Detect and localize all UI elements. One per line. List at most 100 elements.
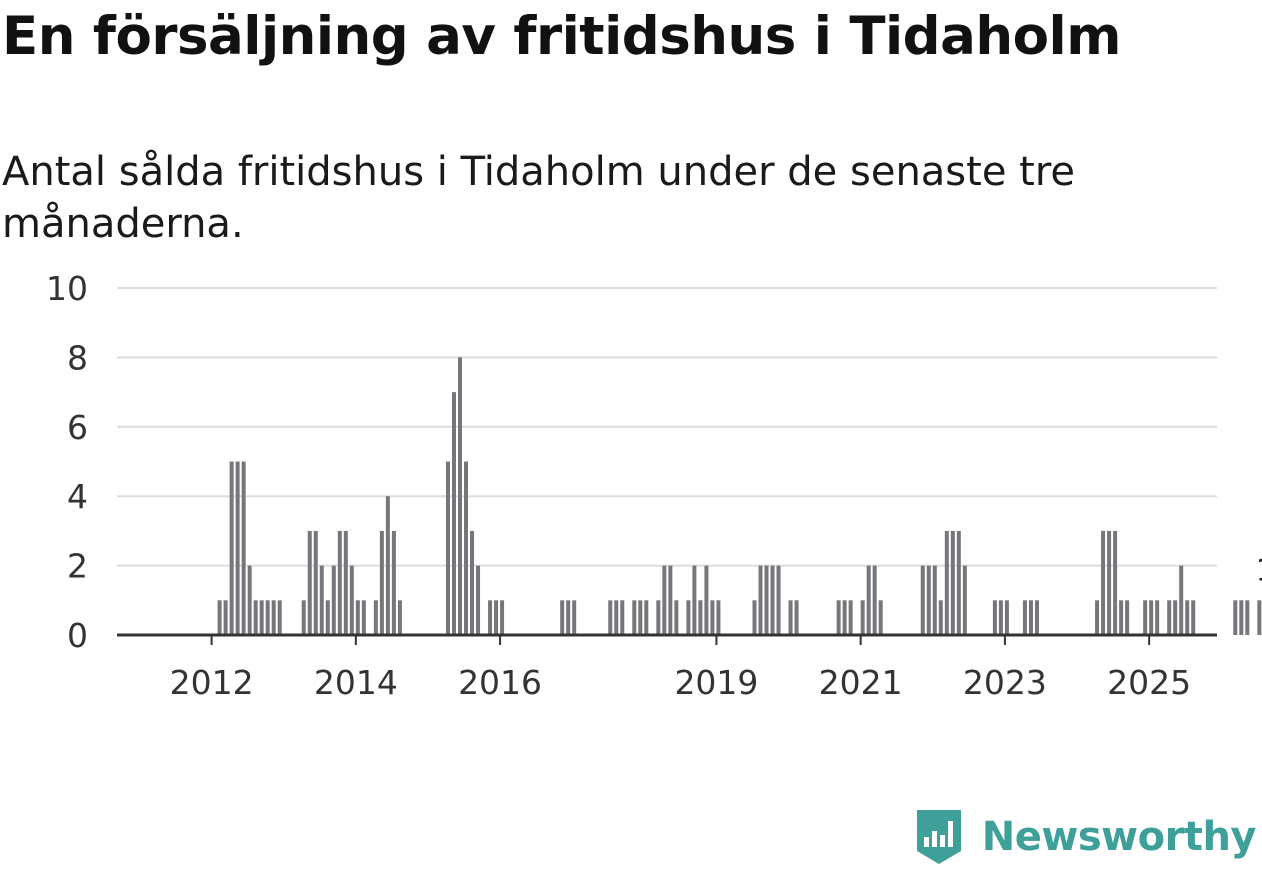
bar: [704, 565, 709, 635]
bar: [223, 600, 228, 635]
bar: [848, 600, 853, 635]
x-tick-label: 2023: [963, 663, 1047, 702]
bar: [379, 530, 384, 635]
bar: [476, 565, 481, 635]
bar: [1022, 600, 1027, 635]
chart-title: En försäljning av fritidshus i Tidaholm: [2, 6, 1121, 67]
bar: [758, 565, 763, 635]
bar: [668, 565, 673, 635]
bar: [776, 565, 781, 635]
x-axis: 2012 2014 2016 2019 2021 2023 2025: [117, 633, 1217, 702]
bar: [920, 565, 925, 635]
x-tick-label: 2012: [170, 663, 254, 702]
bar: [325, 600, 330, 635]
bar: [1119, 600, 1124, 635]
bar: [752, 600, 757, 635]
bar: [451, 392, 456, 635]
bar: [464, 461, 469, 635]
bar: [1107, 530, 1112, 635]
bar: [1233, 600, 1238, 635]
bar: [1155, 600, 1160, 635]
bar: [674, 600, 679, 635]
bar: [445, 461, 450, 635]
bar: [632, 600, 637, 635]
bar: [956, 530, 961, 635]
bar: [662, 565, 667, 635]
bar: [998, 600, 1003, 635]
bar: [692, 565, 697, 635]
bar: [1149, 600, 1154, 635]
y-tick-label: 8: [67, 338, 88, 377]
bar: [686, 600, 691, 635]
bar: [385, 496, 390, 635]
bar: [247, 565, 252, 635]
bar: [277, 600, 282, 635]
bar: [217, 600, 222, 635]
bar: [1185, 600, 1190, 635]
bar: [373, 600, 378, 635]
bar: [1095, 600, 1100, 635]
bar: [1034, 600, 1039, 635]
bar: [614, 600, 619, 635]
bar: [1167, 600, 1172, 635]
bar: [235, 461, 240, 635]
bar: [1028, 600, 1033, 635]
chart-subtitle: Antal sålda fritidshus i Tidaholm under …: [2, 149, 1076, 247]
bar: [307, 530, 312, 635]
bar: [1101, 530, 1106, 635]
bar: [560, 600, 565, 635]
bar: [313, 530, 318, 635]
bar: [500, 600, 505, 635]
bar: [932, 565, 937, 635]
bar: [836, 600, 841, 635]
bar: [842, 600, 847, 635]
bar: [319, 565, 324, 635]
bar: [265, 600, 270, 635]
data-label-last: 1: [1256, 553, 1262, 588]
bar: [229, 461, 234, 635]
bar: [1113, 530, 1118, 635]
bar: [860, 600, 865, 635]
bar: [950, 530, 955, 635]
bar: [355, 600, 360, 635]
bar: [764, 565, 769, 635]
bar: [716, 600, 721, 635]
bar: [872, 565, 877, 635]
bar: [944, 530, 949, 635]
bar: [710, 600, 715, 635]
bar: [253, 600, 258, 635]
bar: [458, 357, 462, 635]
bar: [794, 600, 799, 635]
bar: [361, 600, 366, 635]
bar: [1125, 600, 1130, 635]
newsworthy-logo-text: Newsworthy: [981, 814, 1257, 860]
bar: [349, 565, 354, 635]
bar: [397, 600, 402, 635]
y-tick-label: 6: [67, 408, 88, 447]
bar: [337, 530, 342, 635]
bar: [259, 600, 264, 635]
x-tick-label: 2019: [674, 663, 758, 702]
data-labels: 1: [1256, 553, 1262, 588]
gridlines: [117, 287, 1217, 567]
bar: [470, 530, 475, 635]
bar: [620, 600, 625, 635]
bar: [1239, 600, 1244, 635]
bar: [488, 600, 493, 635]
bar: [1004, 600, 1009, 635]
x-tick-label: 2025: [1107, 663, 1191, 702]
bar: [656, 600, 661, 635]
bar: [878, 600, 883, 635]
bar: [608, 600, 613, 635]
bar: [343, 530, 348, 635]
bar: [992, 600, 997, 635]
x-tick-label: 2016: [458, 663, 542, 702]
y-axis: 0 2 4 6 8 10: [46, 269, 88, 655]
y-tick-label: 2: [67, 547, 88, 586]
bar: [1245, 600, 1250, 635]
bar: [1257, 600, 1262, 635]
bar: [1191, 600, 1196, 635]
bar: [788, 600, 793, 635]
bar: [271, 600, 276, 635]
